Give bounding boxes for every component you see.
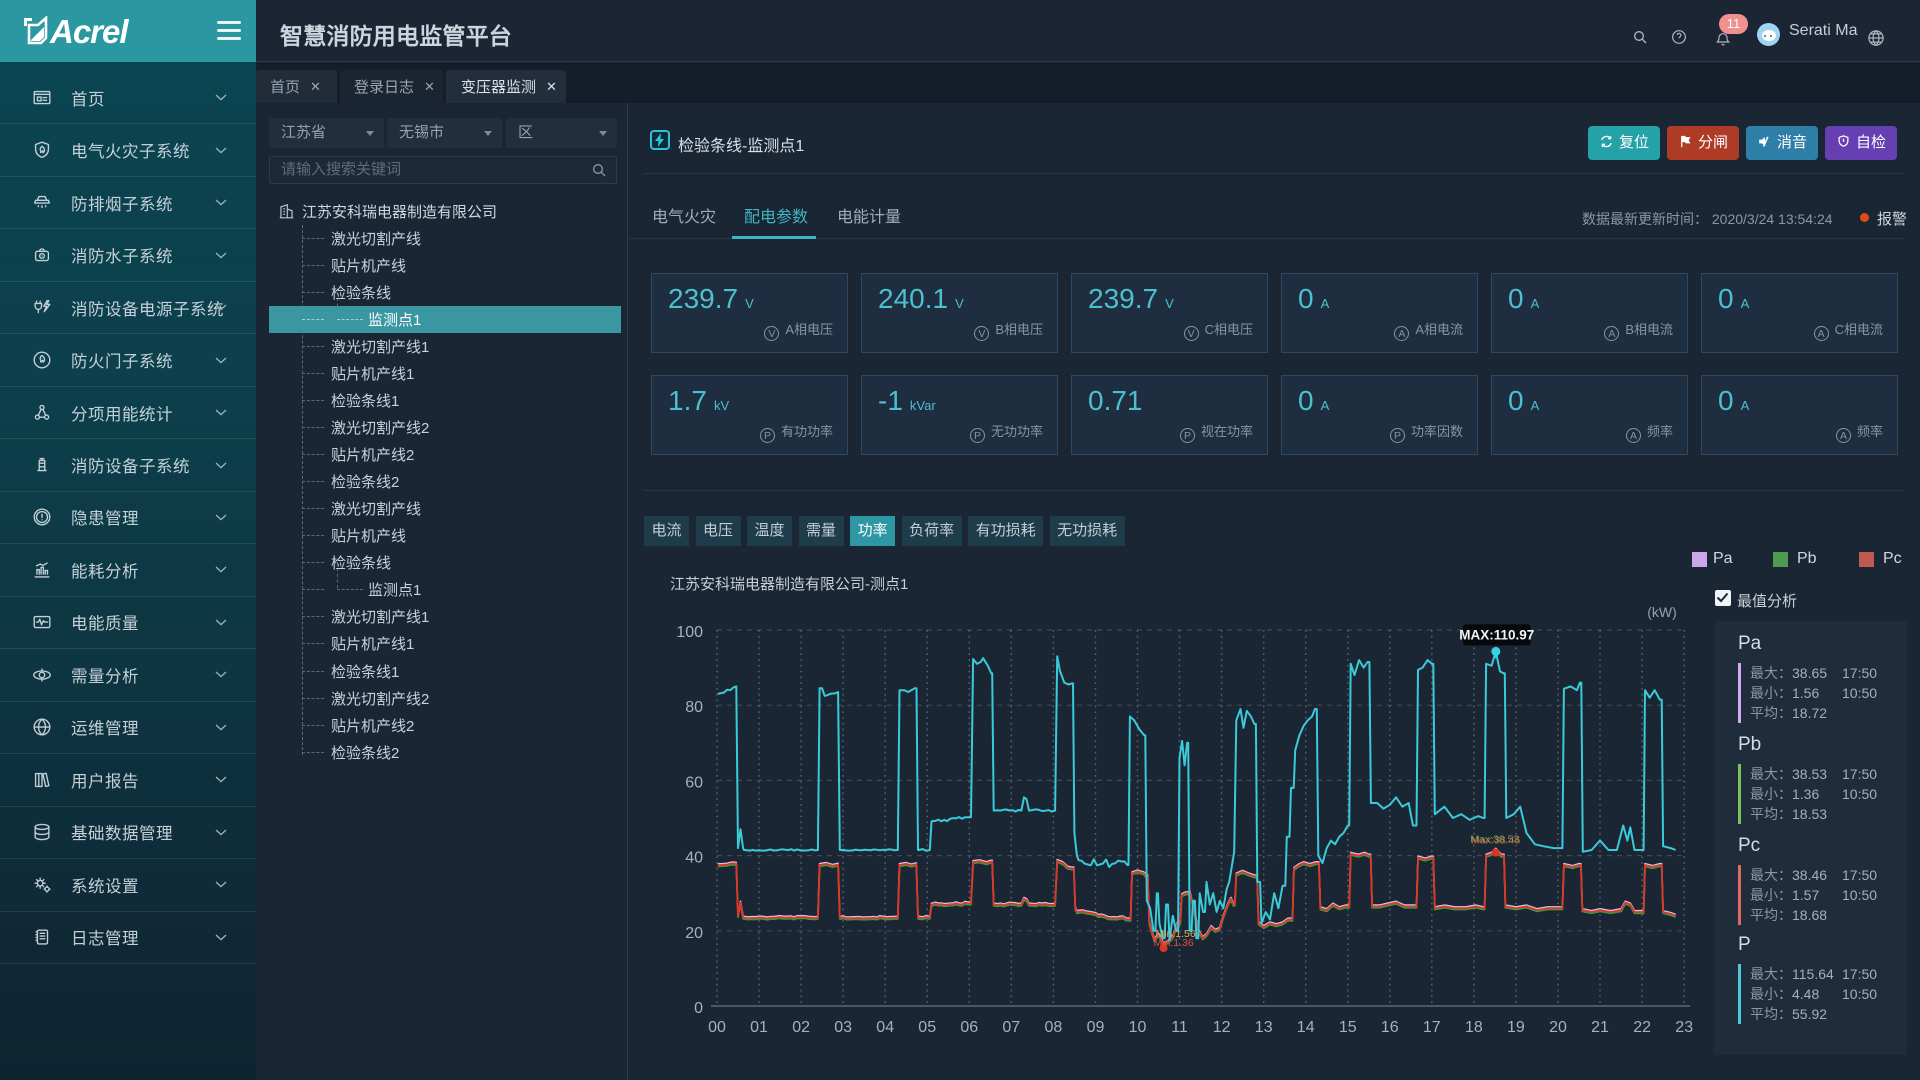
svg-text:12: 12 [1213,1019,1231,1036]
svg-text:MAX:110.97: MAX:110.97 [1459,627,1534,642]
svg-text:19: 19 [1507,1019,1525,1036]
svg-text:04: 04 [876,1019,894,1036]
svg-text:16: 16 [1381,1019,1399,1036]
svg-text:80: 80 [685,699,703,716]
svg-text:10: 10 [1129,1019,1147,1036]
svg-text:09: 09 [1087,1019,1105,1036]
svg-text:Min:1.36: Min:1.36 [1153,937,1193,949]
svg-text:00: 00 [708,1019,726,1036]
svg-text:18: 18 [1465,1019,1483,1036]
svg-text:06: 06 [960,1019,978,1036]
svg-text:Max:38.53: Max:38.53 [1470,834,1519,846]
svg-text:22: 22 [1633,1019,1651,1036]
svg-text:05: 05 [918,1019,936,1036]
svg-text:0: 0 [694,1000,703,1017]
svg-text:08: 08 [1045,1019,1063,1036]
svg-text:60: 60 [685,774,703,791]
svg-text:Min:1.56: Min:1.56 [1155,928,1195,940]
svg-text:01: 01 [750,1019,768,1036]
svg-text:13: 13 [1255,1019,1273,1036]
svg-text:Max:38.46: Max:38.46 [1471,835,1520,847]
svg-text:40: 40 [685,850,703,867]
svg-text:17: 17 [1423,1019,1441,1036]
svg-text:(kW): (kW) [1647,604,1677,620]
svg-text:11: 11 [1171,1019,1188,1036]
svg-text:02: 02 [792,1019,810,1036]
svg-text:20: 20 [685,925,703,942]
svg-text:14: 14 [1297,1019,1315,1036]
svg-text:20: 20 [1549,1019,1567,1036]
svg-text:07: 07 [1002,1019,1020,1036]
svg-text:23: 23 [1675,1019,1693,1036]
svg-text:03: 03 [834,1019,852,1036]
svg-text:100: 100 [676,624,703,641]
svg-text:21: 21 [1591,1019,1609,1036]
svg-text:15: 15 [1339,1019,1357,1036]
